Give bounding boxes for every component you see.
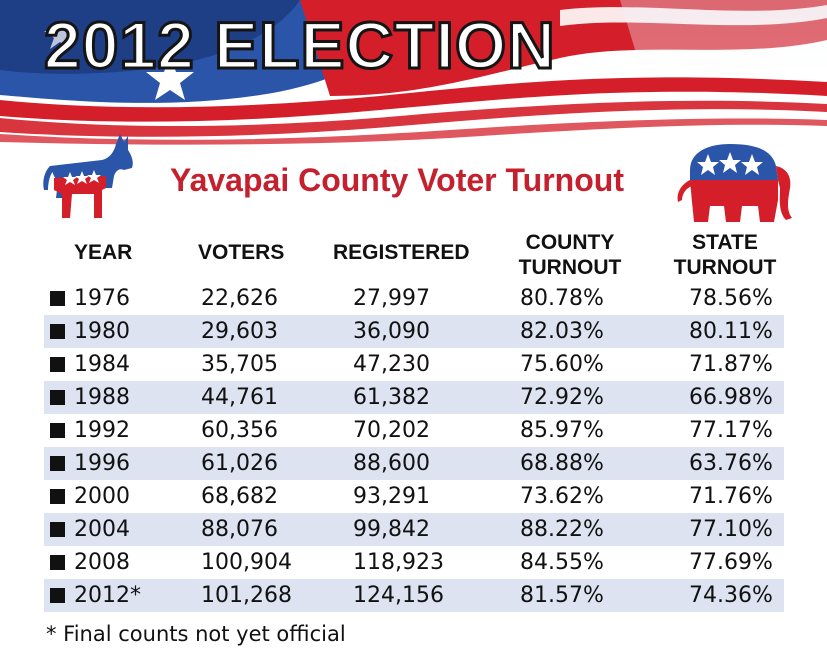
column-header-registered: REGISTERED	[333, 240, 470, 265]
table-row: 2008 100,904 118,923 84.55% 77.69%	[44, 546, 784, 579]
column-header-county-line2: TURNOUT	[518, 256, 622, 279]
cell-state-turnout: 71.76%	[689, 484, 773, 509]
cell-year: 1984	[74, 352, 130, 377]
cell-year: 1988	[74, 385, 130, 410]
cell-voters: 88,076	[201, 517, 278, 542]
cell-county-turnout: 73.62%	[520, 484, 604, 509]
cell-voters: 44,761	[201, 385, 278, 410]
cell-year: 1980	[74, 319, 130, 344]
black-square-bullet-icon	[50, 291, 65, 306]
cell-county-turnout: 82.03%	[520, 319, 604, 344]
table-row: 1984 35,705 47,230 75.60% 71.87%	[44, 348, 784, 381]
cell-year: 2000	[74, 484, 130, 509]
column-header-state-line1: STATE	[692, 231, 758, 254]
cell-voters: 35,705	[201, 352, 278, 377]
cell-registered: 36,090	[353, 319, 430, 344]
table-row: 1980 29,603 36,090 82.03% 80.11%	[44, 315, 784, 348]
cell-registered: 118,923	[353, 550, 444, 575]
cell-county-turnout: 72.92%	[520, 385, 604, 410]
banner-title: 2012 ELECTION	[43, 8, 557, 82]
black-square-bullet-icon	[50, 555, 65, 570]
cell-registered: 99,842	[353, 517, 430, 542]
cell-state-turnout: 77.10%	[689, 517, 773, 542]
cell-voters: 29,603	[201, 319, 278, 344]
flag-banner-graphic	[0, 0, 827, 145]
table-title: Yavapai County Voter Turnout	[170, 162, 624, 198]
column-header-voters: VOTERS	[198, 240, 284, 265]
table-row: 1992 60,356 70,202 85.97% 77.17%	[44, 414, 784, 447]
column-header-state-turnout: STATE TURNOUT	[672, 230, 778, 280]
cell-year: 2008	[74, 550, 130, 575]
black-square-bullet-icon	[50, 357, 65, 372]
table-row: 2000 68,682 93,291 73.62% 71.76%	[44, 480, 784, 513]
cell-year: 1992	[74, 418, 130, 443]
democrat-donkey-icon	[43, 134, 133, 218]
black-square-bullet-icon	[50, 423, 65, 438]
cell-registered: 47,230	[353, 352, 430, 377]
cell-voters: 22,626	[201, 286, 278, 311]
column-header-state-line2: TURNOUT	[673, 256, 777, 279]
cell-registered: 93,291	[353, 484, 430, 509]
cell-voters: 101,268	[201, 583, 292, 608]
table-row: 1996 61,026 88,600 68.88% 63.76%	[44, 447, 784, 480]
cell-voters: 100,904	[201, 550, 292, 575]
cell-state-turnout: 74.36%	[689, 583, 773, 608]
footnote: * Final counts not yet official	[46, 622, 346, 646]
column-header-registered-label: REGISTERED	[333, 241, 470, 264]
cell-year: 1976	[74, 286, 130, 311]
black-square-bullet-icon	[50, 390, 65, 405]
black-square-bullet-icon	[50, 588, 65, 603]
table-row: 2012* 101,268 124,156 81.57% 74.36%	[44, 579, 784, 612]
cell-county-turnout: 84.55%	[520, 550, 604, 575]
cell-county-turnout: 68.88%	[520, 451, 604, 476]
table-row: 1976 22,626 27,997 80.78% 78.56%	[44, 282, 784, 315]
black-square-bullet-icon	[50, 456, 65, 471]
cell-state-turnout: 77.17%	[689, 418, 773, 443]
column-header-county-turnout: COUNTY TURNOUT	[517, 230, 623, 280]
turnout-table: 1976 22,626 27,997 80.78% 78.56% 1980 29…	[44, 282, 784, 612]
column-header-voters-label: VOTERS	[198, 241, 285, 264]
cell-county-turnout: 85.97%	[520, 418, 604, 443]
cell-state-turnout: 77.69%	[689, 550, 773, 575]
cell-voters: 60,356	[201, 418, 278, 443]
cell-registered: 88,600	[353, 451, 430, 476]
cell-registered: 27,997	[353, 286, 430, 311]
cell-registered: 61,382	[353, 385, 430, 410]
cell-county-turnout: 81.57%	[520, 583, 604, 608]
cell-voters: 68,682	[201, 484, 278, 509]
cell-state-turnout: 71.87%	[689, 352, 773, 377]
column-header-county-line1: COUNTY	[525, 231, 615, 254]
cell-state-turnout: 78.56%	[689, 286, 773, 311]
black-square-bullet-icon	[50, 324, 65, 339]
cell-state-turnout: 63.76%	[689, 451, 773, 476]
cell-voters: 61,026	[201, 451, 278, 476]
cell-year: 2012*	[74, 583, 141, 608]
black-square-bullet-icon	[50, 489, 65, 504]
column-header-year: YEAR	[74, 240, 132, 265]
cell-county-turnout: 75.60%	[520, 352, 604, 377]
cell-registered: 124,156	[353, 583, 444, 608]
black-square-bullet-icon	[50, 522, 65, 537]
republican-elephant-icon	[677, 144, 792, 222]
table-row: 1988 44,761 61,382 72.92% 66.98%	[44, 381, 784, 414]
cell-state-turnout: 66.98%	[689, 385, 773, 410]
cell-registered: 70,202	[353, 418, 430, 443]
cell-county-turnout: 80.78%	[520, 286, 604, 311]
table-row: 2004 88,076 99,842 88.22% 77.10%	[44, 513, 784, 546]
flag-banner: 2012 ELECTION	[0, 0, 827, 145]
cell-year: 1996	[74, 451, 130, 476]
cell-state-turnout: 80.11%	[689, 319, 773, 344]
column-header-year-label: YEAR	[74, 241, 133, 264]
cell-year: 2004	[74, 517, 130, 542]
cell-county-turnout: 88.22%	[520, 517, 604, 542]
